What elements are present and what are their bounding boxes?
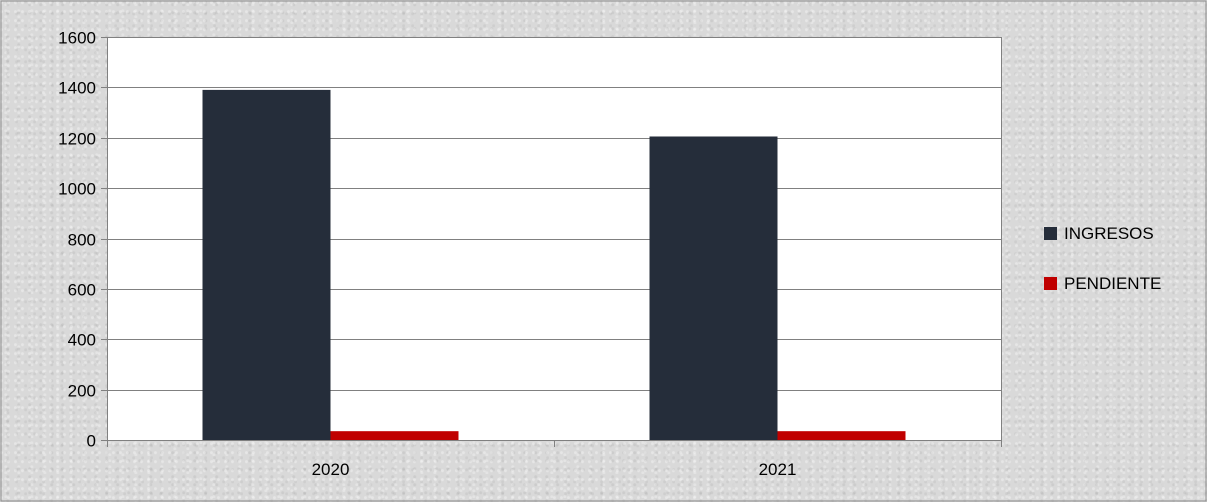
legend-label-pendiente: PENDIENTE	[1064, 274, 1161, 293]
x-tick-label: 2020	[312, 460, 350, 479]
y-tick-label: 0	[87, 432, 96, 451]
y-axis: 0 200 400 600 800 1000 1200 1400 1600	[58, 29, 108, 451]
y-tick-label: 800	[68, 231, 96, 250]
x-tick-label: 2021	[759, 460, 797, 479]
y-tick-label: 1200	[58, 130, 96, 149]
bar-ingresos-2020	[202, 89, 331, 441]
legend-swatch-ingresos	[1044, 227, 1057, 240]
bar-pendiente-2021	[777, 431, 906, 440]
y-tick-label: 1400	[58, 79, 96, 98]
x-axis: 2020 2021	[107, 440, 1002, 479]
y-tick-label: 600	[68, 281, 96, 300]
legend-swatch-pendiente	[1044, 277, 1057, 290]
bar-pendiente-2020	[330, 431, 459, 440]
y-tick-label: 400	[68, 331, 96, 350]
y-tick-label: 1000	[58, 180, 96, 199]
legend: INGRESOS PENDIENTE	[1044, 224, 1161, 293]
y-tick-label: 200	[68, 382, 96, 401]
y-tick-label: 1600	[58, 29, 96, 48]
bars	[202, 89, 906, 441]
legend-label-ingresos: INGRESOS	[1064, 224, 1154, 243]
bar-ingresos-2021	[649, 136, 778, 440]
